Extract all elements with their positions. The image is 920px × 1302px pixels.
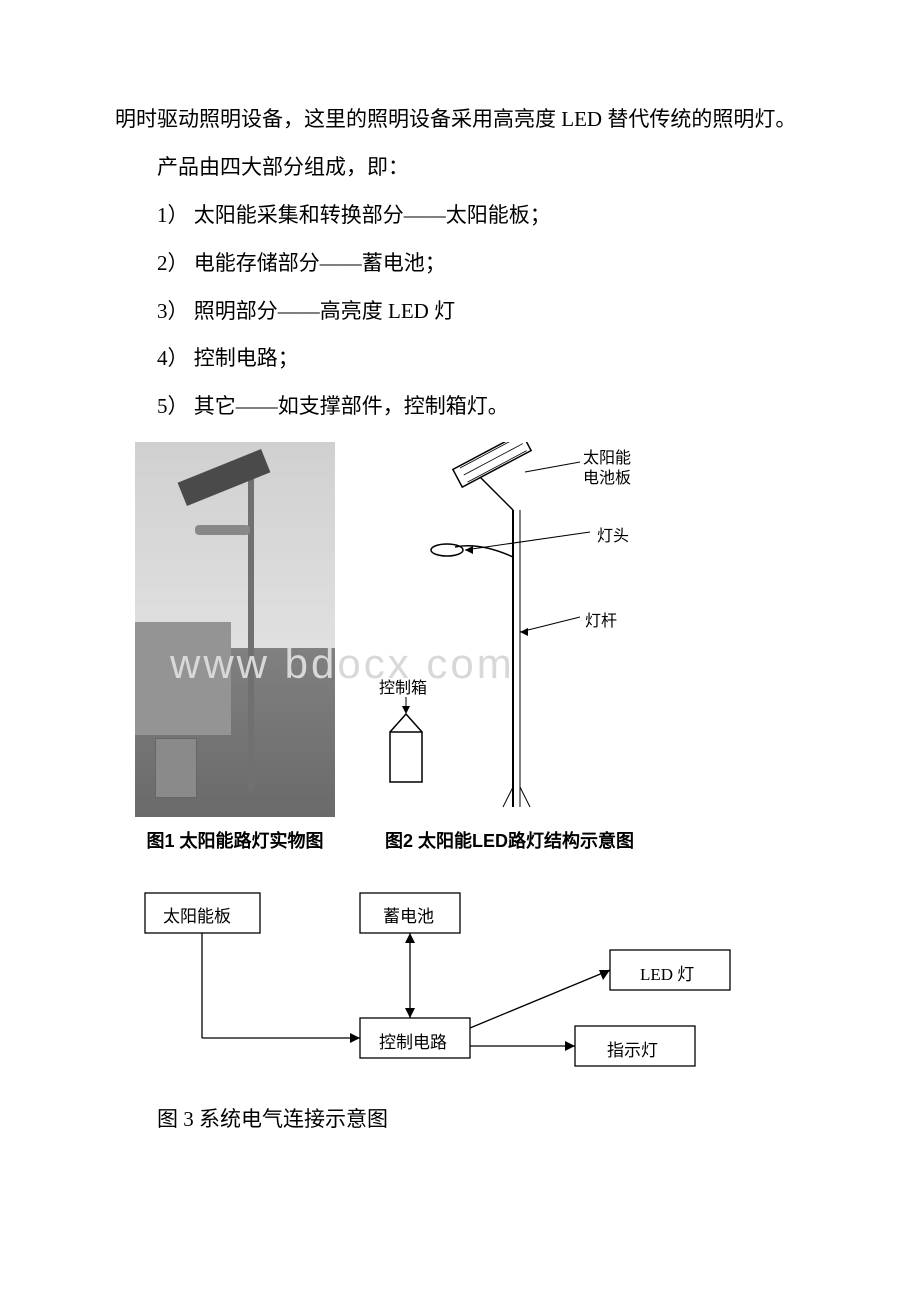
photo-lamp	[195, 525, 250, 535]
captions-row: 图1 太阳能路灯实物图 图2 太阳能LED路灯结构示意图	[135, 827, 805, 853]
intro-line: 产品由四大部分组成，即：	[115, 148, 805, 188]
diagram3-control-label: 控制电路	[379, 1028, 447, 1053]
figure-2-block: 太阳能 电池板 灯头 灯杆 控制箱	[365, 442, 675, 817]
fig2-label-ctrlbox: 控制箱	[379, 674, 427, 698]
list-item-1: 1） 太阳能采集和转换部分——太阳能板；	[115, 196, 805, 236]
photo-box	[155, 738, 197, 798]
photo-wall	[135, 622, 231, 735]
diagram3-led-label: LED 灯	[640, 960, 694, 985]
list-item-3: 3） 照明部分——高亮度 LED 灯	[115, 292, 805, 332]
figure-3-caption: 图 3 系统电气连接示意图	[115, 1103, 805, 1133]
figure-1-caption: 图1 太阳能路灯实物图	[135, 827, 335, 853]
diagram3-battery-label: 蓄电池	[383, 902, 434, 927]
figure-3-diagram: 太阳能板 蓄电池 LED 灯 控制电路 指示灯	[135, 888, 775, 1073]
list-item-4: 4） 控制电路；	[115, 339, 805, 379]
fig2-label-panel-2: 电池板	[583, 464, 631, 488]
figures-row: 太阳能 电池板 灯头 灯杆 控制箱	[135, 442, 805, 817]
figure-2-caption: 图2 太阳能LED路灯结构示意图	[375, 827, 685, 853]
figure-2-svg: 太阳能 电池板 灯头 灯杆 控制箱	[365, 442, 675, 817]
fig2-label-pole: 灯杆	[585, 607, 617, 631]
list-item-2: 2） 电能存储部分——蓄电池；	[115, 244, 805, 284]
figure-1-block	[135, 442, 335, 817]
figure-1-photo	[135, 442, 335, 817]
fig2-label-lamphead: 灯头	[597, 522, 629, 546]
diagram3-indicator-label: 指示灯	[607, 1036, 658, 1061]
diagram3-solar-label: 太阳能板	[163, 902, 231, 927]
paragraph-continuation: 明时驱动照明设备，这里的照明设备采用高亮度 LED 替代传统的照明灯。	[115, 100, 805, 140]
list-item-5: 5） 其它——如支撑部件，控制箱灯。	[115, 387, 805, 427]
photo-pole	[248, 472, 254, 791]
